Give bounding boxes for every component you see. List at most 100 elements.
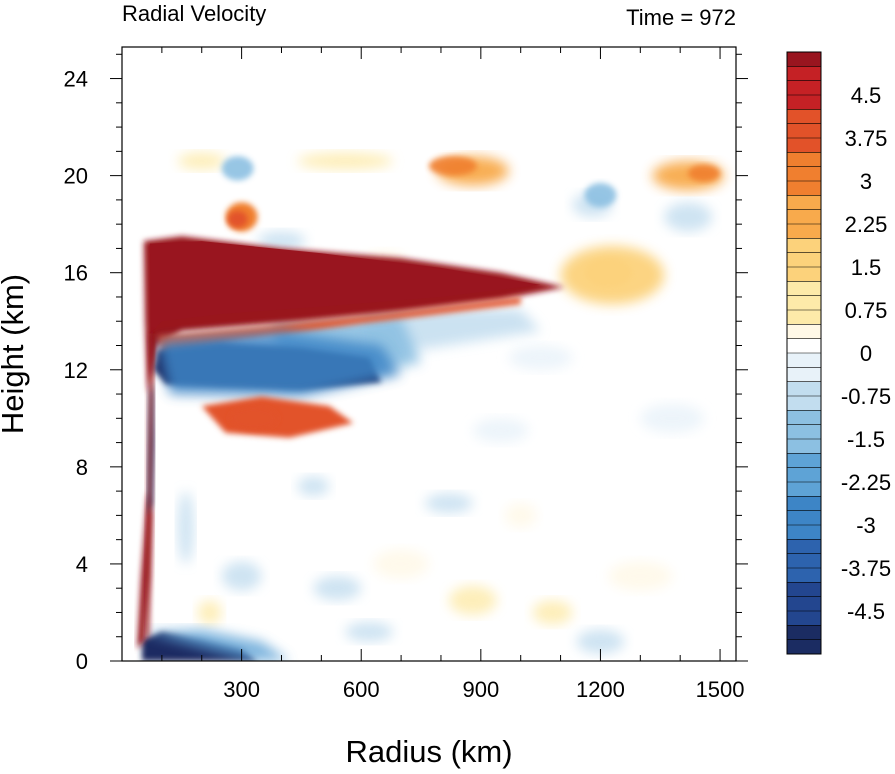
colorbar-bin <box>787 424 821 440</box>
upper-inflow-patch <box>221 156 254 181</box>
eyewall-column <box>145 333 154 637</box>
colorbar-label: -0.75 <box>841 384 891 409</box>
colorbar-label: 3 <box>860 169 872 194</box>
colorbar-bin <box>787 195 821 210</box>
field-speckle <box>508 345 573 370</box>
axis-ticks <box>110 47 748 662</box>
field-speckle <box>608 561 673 591</box>
upper-outflow-patch <box>688 164 721 182</box>
colorbar-label: -1.5 <box>847 427 885 452</box>
y-tick-label: 12 <box>64 358 88 383</box>
field-speckle <box>345 622 394 642</box>
colorbar-bin <box>787 539 821 554</box>
field-speckle <box>313 576 362 601</box>
y-tick-label: 8 <box>76 455 88 480</box>
bl-inflow-fringe <box>141 629 290 661</box>
y-tick-label: 16 <box>64 261 88 286</box>
colorbar-bin <box>787 80 821 96</box>
colorbar-bin <box>787 439 821 454</box>
colorbar-label: -3.75 <box>841 556 891 581</box>
colorbar-bin <box>787 252 821 268</box>
upper-outflow-core <box>149 241 541 334</box>
y-axis-label: Height (km) <box>0 274 30 434</box>
chart-subtitle: Time = 972 <box>626 5 736 30</box>
colorbar-bin <box>787 582 821 597</box>
velocity-field <box>137 152 725 661</box>
x-tick-label: 1500 <box>696 677 745 702</box>
colorbar-label: -3 <box>856 513 876 538</box>
field-speckle <box>297 476 330 496</box>
colorbar-bin <box>787 324 821 339</box>
y-tick-label: 24 <box>64 67 88 92</box>
colorbar-bin <box>787 396 821 411</box>
field-speckle <box>221 561 262 591</box>
mid-outflow-core <box>229 406 278 431</box>
colorbar-bin <box>787 138 821 153</box>
x-tick-label: 600 <box>343 677 380 702</box>
field-speckle <box>257 231 306 251</box>
x-tick-label: 300 <box>223 677 260 702</box>
colorbar-bin <box>787 482 821 497</box>
colorbar-label: 0.75 <box>845 298 888 323</box>
field-speckle <box>177 491 194 564</box>
colorbar-label: 0 <box>860 341 872 366</box>
upper-inflow-patch <box>584 182 617 208</box>
x-tick-labels: 300 600 900 1200 1500 <box>223 677 744 702</box>
colorbar-bin <box>787 568 821 583</box>
colorbar-bin <box>787 625 821 640</box>
colorbar-label: 2.25 <box>845 212 888 237</box>
colorbar-label: -2.25 <box>841 470 891 495</box>
colorbar-bin <box>787 639 821 655</box>
colorbar-bin <box>787 510 821 526</box>
field-speckle <box>664 202 713 232</box>
x-axis-label: Radius (km) <box>345 734 512 769</box>
colorbar-bin <box>787 152 821 167</box>
outer-outflow <box>584 258 633 288</box>
x-tick-label: 1200 <box>576 677 625 702</box>
x-tick-label: 900 <box>462 677 499 702</box>
colorbar-bin <box>787 166 821 182</box>
colorbar-bin <box>787 367 821 382</box>
colorbar-bin <box>787 224 821 239</box>
colorbar <box>786 51 822 655</box>
colorbar-bin <box>787 238 821 253</box>
upper-outflow-patch <box>297 152 394 170</box>
upper-outflow-patch <box>227 210 248 228</box>
field-speckle <box>576 629 625 654</box>
y-tick-label: 4 <box>76 552 88 577</box>
field-speckle <box>504 503 537 528</box>
upper-outflow-patch <box>177 152 226 170</box>
colorbar-bin <box>787 553 821 569</box>
y-tick-label: 20 <box>64 164 88 189</box>
field-speckle <box>197 600 222 625</box>
field-speckle <box>640 403 705 433</box>
colorbar-bin <box>787 410 821 425</box>
outflow-fringe <box>157 296 521 356</box>
colorbar-bin <box>787 467 821 483</box>
colorbar-bin <box>787 123 821 139</box>
colorbar-bin <box>787 310 821 325</box>
colorbar-label: 4.5 <box>851 83 882 108</box>
plot-frame <box>121 46 737 662</box>
colorbar-bin <box>787 209 821 225</box>
field-speckle <box>373 549 429 579</box>
colorbar-bin <box>787 109 821 124</box>
colorbar-bin <box>787 353 821 368</box>
colorbar-bin <box>787 381 821 397</box>
colorbar-bin <box>787 66 821 81</box>
colorbar-bin <box>787 267 821 282</box>
y-tick-labels: 0 4 8 12 16 20 24 <box>64 67 88 674</box>
colorbar-bin <box>787 52 821 67</box>
chart-title: Radial Velocity <box>122 1 266 26</box>
upper-outflow-patch <box>429 156 477 176</box>
colorbar-bin <box>787 453 821 468</box>
colorbar-bin <box>787 95 821 110</box>
inflow-jet-fringe <box>157 330 402 397</box>
colorbar-label: -4.5 <box>847 599 885 624</box>
field-speckle <box>425 493 473 513</box>
y-tick-label: 0 <box>76 649 88 674</box>
colorbar-bin <box>787 611 821 626</box>
field-speckle <box>472 418 529 443</box>
colorbar-bin <box>787 281 821 296</box>
